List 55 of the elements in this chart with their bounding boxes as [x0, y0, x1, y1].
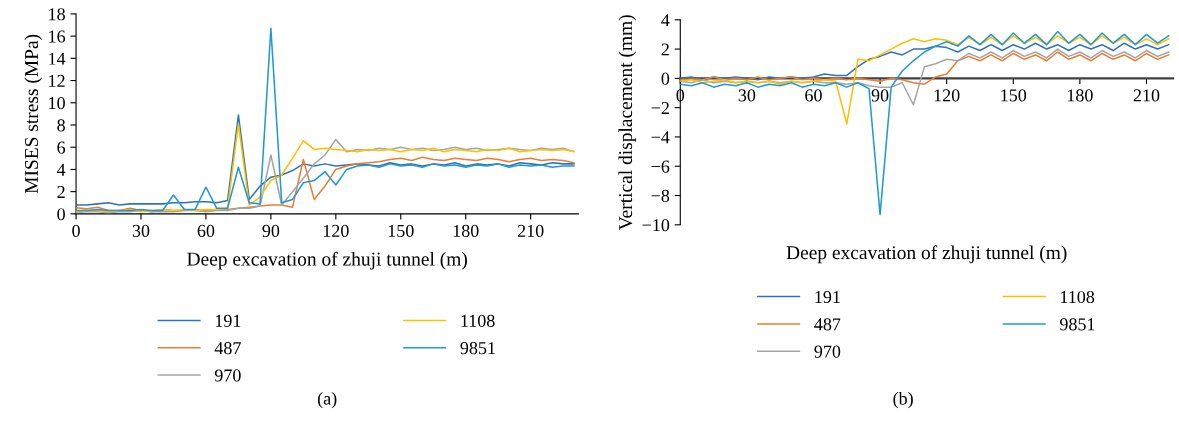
y-tick-label: 0: [661, 72, 670, 85]
y-tick-label: −8: [651, 189, 670, 202]
x-axis-title: Deep excavation of zhuji tunnel (m): [187, 251, 467, 270]
y-tick-label: −2: [651, 101, 669, 114]
y-tick-label: −6: [651, 160, 670, 173]
legend-label: 1108: [1060, 290, 1095, 304]
legend-label: 487: [214, 342, 241, 355]
legend-label: 9851: [1059, 318, 1095, 331]
y-axis-title: MISES stress (MPa): [24, 34, 43, 194]
line-series: [76, 138, 575, 214]
x-tick-label: 210: [1133, 89, 1160, 102]
x-tick-label: 90: [871, 89, 889, 102]
legend-label: 970: [214, 369, 241, 382]
x-tick-label: 150: [388, 224, 414, 237]
y-tick-label: 12: [49, 74, 65, 87]
y-tick-label: −10: [642, 219, 670, 232]
text: (a): [317, 392, 337, 409]
y-tick-label: 2: [661, 43, 669, 56]
y-tick-label: 0: [57, 208, 65, 221]
x-tick-label: 210: [517, 224, 544, 237]
y-tick-label: 4: [56, 163, 66, 176]
y-tick-label: 10: [49, 97, 65, 110]
x-tick-label: 120: [934, 89, 960, 102]
legend-label: 191: [215, 314, 241, 327]
x-tick-label: 30: [738, 89, 756, 102]
x-tick-label: 0: [72, 224, 80, 237]
line-series: [76, 123, 575, 213]
x-tick-label: 180: [1067, 89, 1093, 102]
x-tick-label: 180: [453, 224, 479, 237]
legend-label: 487: [814, 318, 841, 331]
y-tick-label: 2: [57, 185, 65, 198]
text: (b): [893, 392, 913, 409]
x-tick-label: 90: [262, 224, 280, 237]
legend-label: 9851: [460, 342, 495, 355]
line-series: [76, 27, 575, 212]
line-series: [76, 114, 575, 206]
x-tick-label: 60: [805, 89, 822, 102]
y-axis-title: Vertical displacement (mm): [618, 15, 637, 231]
y-tick-label: 8: [57, 119, 65, 132]
legend-label: 1108: [461, 314, 495, 327]
y-tick-label: 16: [49, 30, 66, 43]
x-tick-label: 30: [132, 224, 150, 237]
x-tick-label: 150: [1001, 89, 1027, 102]
line-series: [680, 42, 1170, 81]
y-tick-label: −4: [651, 131, 670, 144]
legend-label: 970: [814, 345, 841, 358]
y-tick-label: 18: [49, 8, 65, 21]
y-tick-label: 14: [49, 52, 66, 65]
line-series: [680, 51, 1170, 85]
y-tick-label: 6: [57, 141, 66, 154]
x-tick-label: 120: [323, 224, 349, 237]
y-tick-label: 4: [661, 14, 670, 27]
legend-label: 191: [815, 290, 840, 304]
x-axis-title: Deep excavation of zhuji tunnel (m): [786, 245, 1067, 264]
x-tick-label: 60: [197, 224, 215, 237]
